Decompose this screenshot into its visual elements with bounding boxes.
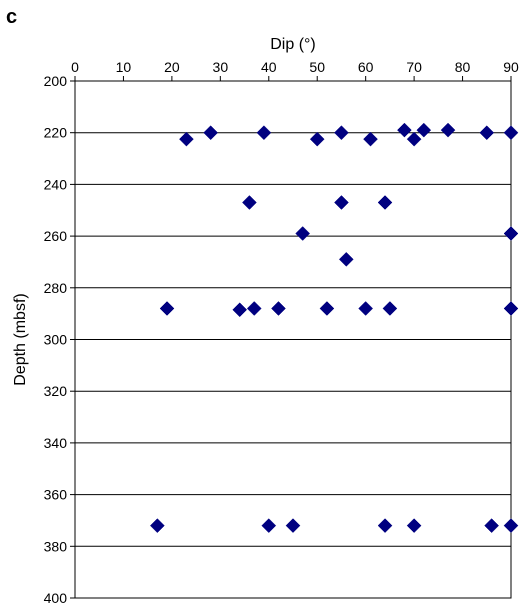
- data-point: [150, 518, 165, 533]
- panel-label: c: [6, 6, 18, 28]
- x-tick-label-70: 70: [406, 59, 422, 75]
- data-point: [334, 195, 349, 210]
- data-point: [271, 301, 286, 316]
- data-points: [150, 122, 519, 533]
- x-axis-ticks: 0 10 20 30 40 50 60 70 80 90: [71, 59, 519, 81]
- data-point: [406, 518, 422, 533]
- data-point: [179, 131, 194, 147]
- data-point: [285, 518, 301, 533]
- x-tick-label-50: 50: [309, 59, 325, 75]
- data-point: [358, 301, 374, 316]
- x-tick-label-20: 20: [164, 59, 180, 75]
- x-tick-label-40: 40: [261, 59, 277, 75]
- x-tick-label-60: 60: [358, 59, 374, 75]
- data-point: [363, 131, 378, 147]
- y-axis-ticks: 200 220 240 260 280 300 320 340 360 380 400: [44, 73, 75, 606]
- data-point: [503, 226, 519, 241]
- y-tick-label-220: 220: [44, 125, 68, 141]
- x-tick-label-80: 80: [455, 59, 471, 75]
- data-point: [397, 122, 412, 138]
- data-point: [242, 195, 257, 210]
- y-axis-title: Depth (mbsf): [12, 293, 29, 385]
- x-tick-label-10: 10: [116, 59, 132, 75]
- data-point: [261, 518, 277, 533]
- data-point: [338, 252, 354, 267]
- data-point: [256, 125, 272, 141]
- y-tick-label-360: 360: [44, 487, 68, 503]
- y-tick-label-340: 340: [44, 435, 68, 451]
- data-point: [377, 195, 393, 210]
- data-point: [159, 301, 175, 316]
- data-point: [484, 518, 499, 533]
- data-point: [309, 131, 325, 147]
- y-tick-label-240: 240: [44, 176, 68, 192]
- data-point: [416, 122, 432, 138]
- data-point: [382, 301, 398, 316]
- data-point: [295, 226, 311, 241]
- data-point: [203, 125, 218, 141]
- x-axis-title: Dip (°): [270, 36, 316, 53]
- y-tick-label-260: 260: [44, 228, 68, 244]
- x-tick-label-30: 30: [213, 59, 229, 75]
- data-point: [479, 125, 495, 141]
- data-point: [503, 301, 519, 316]
- y-tick-label-200: 200: [44, 73, 68, 89]
- gridlines: [75, 132, 511, 547]
- y-tick-label-280: 280: [44, 280, 68, 296]
- data-point: [246, 301, 262, 316]
- data-point: [440, 122, 456, 138]
- data-point: [503, 125, 519, 141]
- x-tick-label-90: 90: [503, 59, 519, 75]
- x-tick-label-0: 0: [71, 59, 79, 75]
- data-point: [334, 125, 349, 141]
- y-tick-label-380: 380: [44, 538, 68, 554]
- y-tick-label-300: 300: [44, 332, 68, 348]
- data-point: [377, 518, 393, 533]
- data-point: [319, 301, 335, 316]
- data-point: [232, 302, 248, 318]
- y-tick-label-400: 400: [44, 590, 68, 606]
- data-point: [503, 518, 519, 533]
- data-point: [406, 131, 422, 147]
- y-tick-label-320: 320: [44, 383, 68, 399]
